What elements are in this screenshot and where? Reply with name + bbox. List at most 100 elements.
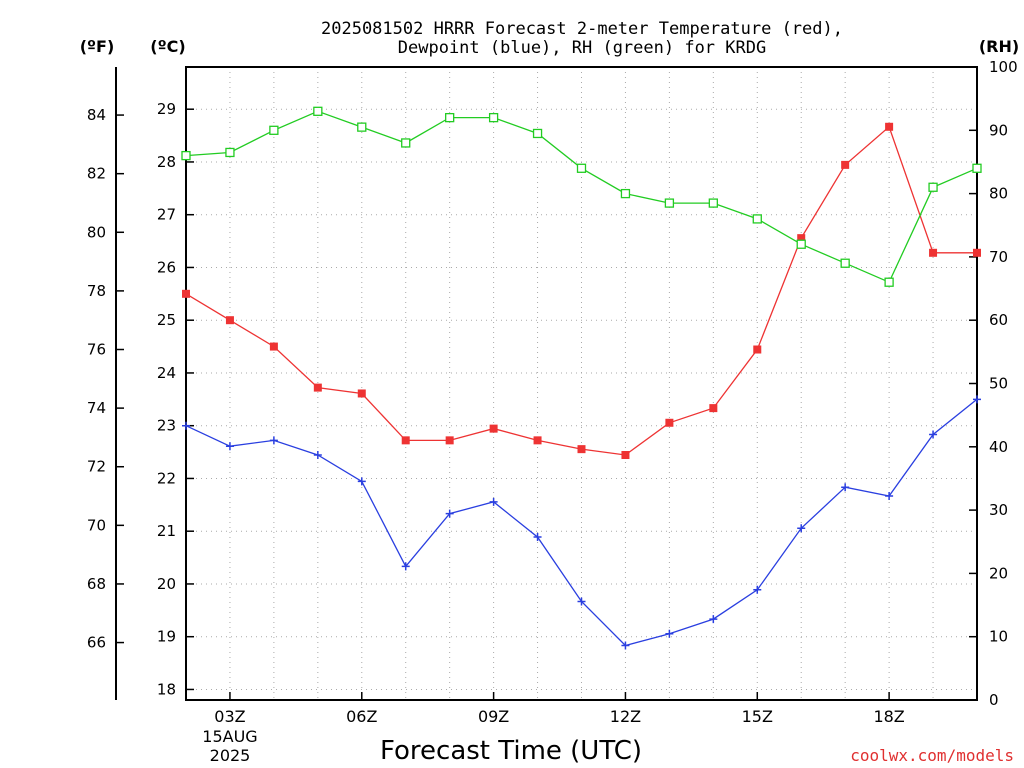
rh-line (185, 110, 978, 284)
rh-tick-label: 70 (989, 248, 1008, 266)
dewpoint-point (753, 585, 762, 594)
rh-point (796, 239, 806, 249)
rh-tick-label: 0 (989, 691, 999, 709)
x-tick-label: 06Z (346, 707, 377, 726)
dewpoint-point (665, 629, 674, 638)
x-tick-label: 15Z (742, 707, 773, 726)
rh-tick-label: 20 (989, 564, 1008, 582)
rh-point (972, 163, 982, 173)
temperature-point (929, 248, 938, 257)
dewpoint-point (621, 641, 630, 650)
axes-layer: 66 68 70 72 74 76 78 80 82 84 18 19 20 21 22 23 24 25 26 27… (87, 58, 1018, 726)
date-day-label: 15AUG (202, 727, 257, 746)
rh-point (620, 188, 631, 199)
rh-point (269, 125, 279, 135)
fahrenheit-tick-label: 80 (87, 223, 106, 241)
temperature-point (269, 342, 278, 351)
dewpoint-point (445, 509, 454, 518)
rh-point (532, 128, 543, 139)
temperature-point (533, 436, 542, 445)
rh-point (225, 147, 235, 158)
rh-point (576, 163, 587, 173)
dewpoint-point (577, 597, 586, 606)
dewpoint-point (269, 436, 278, 445)
series-layer (181, 106, 982, 650)
celsius-tick-label: 25 (157, 311, 176, 329)
dewpoint-point (709, 615, 718, 624)
dewpoint-point (797, 524, 806, 533)
rh-point (752, 214, 762, 224)
temperature-point (709, 404, 718, 413)
rh-point (884, 277, 894, 287)
rh-tick-label: 100 (989, 58, 1018, 76)
dewpoint-point (225, 442, 234, 451)
temperature-point (841, 160, 850, 169)
temperature-point (357, 389, 366, 398)
temperature-point (797, 234, 806, 243)
unit-rh: (RH) (979, 37, 1019, 56)
rh-point (488, 112, 499, 123)
rh-tick-label: 80 (989, 185, 1008, 203)
temperature-point (577, 445, 586, 454)
dewpoint-point (489, 497, 498, 506)
celsius-tick-label: 18 (157, 680, 176, 698)
chart-title-line2: Dewpoint (blue), RH (green) for KRDG (398, 38, 766, 58)
dewpoint-point (357, 477, 366, 486)
fahrenheit-tick-label: 70 (87, 516, 106, 534)
rh-point (181, 150, 191, 161)
temperature-point (182, 289, 190, 298)
fahrenheit-tick-label: 84 (87, 106, 106, 124)
celsius-tick-label: 22 (157, 469, 176, 487)
temperature-point (401, 436, 410, 445)
rh-point (664, 198, 675, 208)
rh-tick-label: 60 (989, 311, 1008, 329)
temperature-line (185, 125, 977, 456)
rh-tick-label: 10 (989, 628, 1008, 646)
date-year-label: 2025 (210, 746, 251, 765)
dewpoint-point (182, 421, 190, 430)
dewpoint-point (533, 533, 542, 542)
temperature-point (313, 383, 322, 392)
credit-text: coolwx.com/models (850, 746, 1014, 765)
rh-point (445, 112, 455, 123)
celsius-tick-label: 21 (157, 522, 176, 540)
rh-point (708, 198, 718, 208)
fahrenheit-tick-label: 82 (87, 165, 106, 183)
unit-fahrenheit: (ºF) (80, 37, 115, 56)
x-axis-title: Forecast Time (UTC) (380, 736, 642, 766)
temperature-point (489, 424, 498, 433)
temperature-point (621, 451, 630, 460)
celsius-tick-label: 23 (157, 417, 176, 435)
rh-point (401, 138, 411, 148)
dewpoint-point (973, 395, 981, 404)
x-tick-label: 03Z (214, 707, 245, 726)
unit-celsius: (ºC) (150, 37, 185, 56)
temperature-point (225, 316, 234, 325)
celsius-tick-label: 27 (157, 206, 176, 224)
temperature-point (885, 122, 894, 131)
dewpoint-point (885, 492, 894, 501)
fahrenheit-tick-label: 72 (87, 458, 106, 476)
x-tick-label: 18Z (873, 707, 904, 726)
temperature-point (445, 436, 454, 445)
celsius-tick-label: 29 (157, 100, 176, 118)
temperature-point (665, 418, 674, 427)
rh-tick-label: 50 (989, 375, 1008, 393)
celsius-tick-label: 24 (157, 364, 176, 382)
temperature-point (973, 248, 981, 257)
grid-layer (186, 67, 977, 700)
dewpoint-point (401, 562, 410, 571)
celsius-tick-label: 20 (157, 575, 176, 593)
fahrenheit-tick-label: 78 (87, 282, 106, 300)
dewpoint-point (313, 451, 322, 460)
celsius-tick-label: 19 (157, 628, 176, 646)
rh-point (928, 182, 938, 192)
rh-point (840, 258, 850, 268)
dewpoint-point (841, 483, 850, 492)
rh-point (313, 106, 323, 116)
celsius-tick-label: 28 (157, 153, 176, 171)
rh-tick-label: 40 (989, 438, 1008, 456)
fahrenheit-tick-label: 66 (87, 634, 106, 652)
rh-tick-label: 90 (989, 121, 1008, 139)
